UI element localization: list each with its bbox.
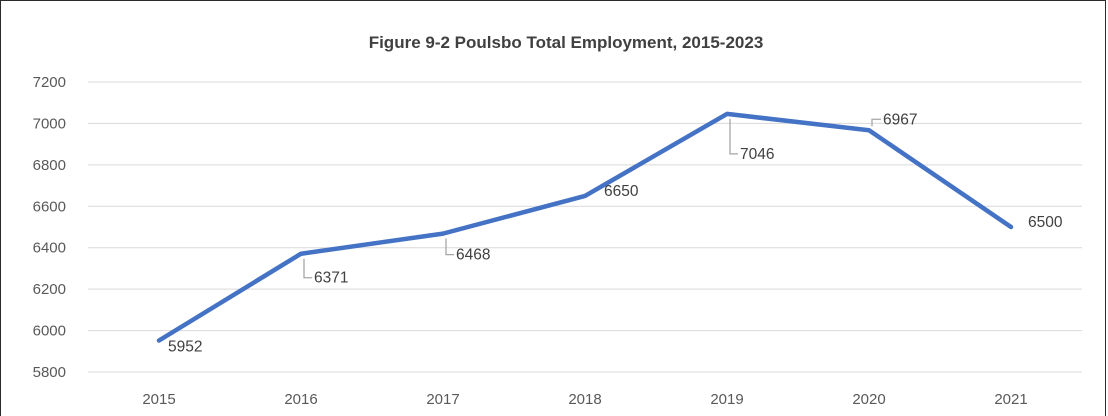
x-tick-label: 2016	[284, 391, 317, 408]
data-label: 5952	[168, 339, 202, 356]
y-tick-label: 7000	[33, 115, 66, 132]
series-line-group	[156, 111, 1014, 343]
data-labels: 5952 6371 6468 6650 7046 6967 6500	[168, 111, 1063, 355]
x-tick-label: 2021	[994, 391, 1027, 408]
leader-line	[303, 258, 312, 279]
series-line	[156, 111, 1014, 343]
x-axis-tick-labels: 2015 2016 2017 2018 2019 2020 2021	[142, 391, 1027, 408]
x-tick-label: 2018	[568, 391, 601, 408]
y-tick-label: 6000	[33, 323, 66, 340]
x-tick-label: 2015	[142, 391, 175, 408]
y-tick-label: 7200	[33, 74, 66, 91]
x-tick-label: 2019	[710, 391, 743, 408]
leader-line	[445, 238, 454, 256]
y-tick-label: 6800	[33, 157, 66, 174]
y-tick-label: 6600	[33, 198, 66, 215]
data-label: 6967	[883, 111, 917, 128]
data-label: 6500	[1028, 214, 1063, 231]
data-label: 6371	[314, 270, 348, 287]
x-tick-label: 2017	[426, 391, 459, 408]
x-tick-label: 2020	[852, 391, 885, 408]
y-axis-tick-labels: 5800 6000 6200 6400 6600 6800 7000 7200	[33, 74, 66, 381]
y-tick-label: 6400	[33, 240, 66, 257]
y-tick-label: 6200	[33, 281, 66, 298]
leader-line	[871, 118, 881, 127]
data-label: 6650	[604, 183, 639, 200]
chart-title: Figure 9-2 Poulsbo Total Employment, 201…	[369, 33, 764, 52]
data-label: 6468	[456, 247, 490, 264]
gridlines	[88, 81, 1082, 373]
data-label: 7046	[740, 146, 774, 163]
y-tick-label: 5800	[33, 364, 66, 381]
leader-line	[729, 118, 738, 155]
data-label-leader-lines	[303, 118, 881, 279]
